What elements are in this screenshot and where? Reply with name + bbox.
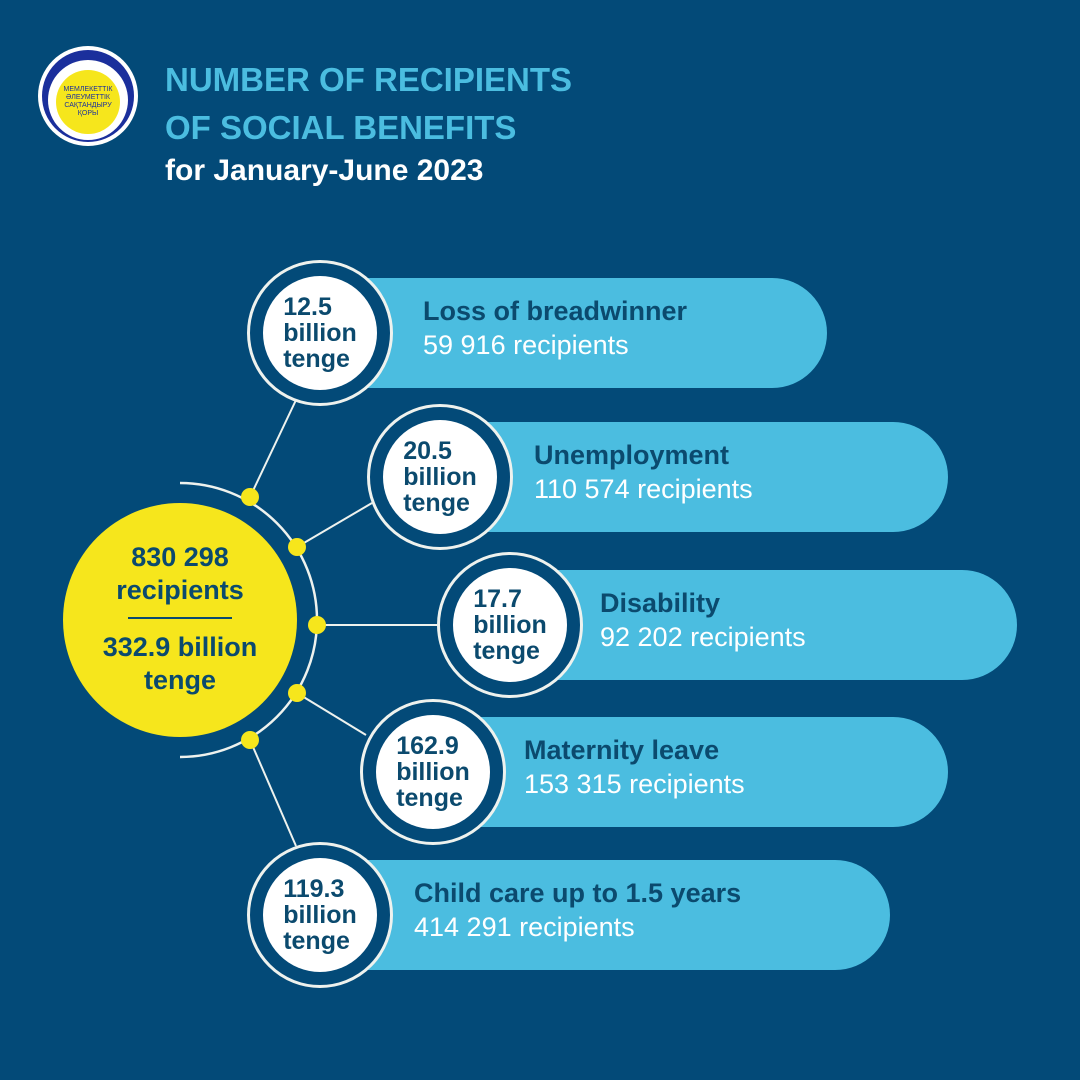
- amount-unit: billion: [403, 463, 477, 491]
- benefit-recipients: 414 291 recipients: [414, 912, 635, 942]
- amount-value: 17.7: [473, 585, 522, 613]
- amount-currency: tenge: [473, 637, 540, 665]
- amount-unit: billion: [283, 901, 357, 929]
- total-circle: 830 298 recipients 332.9 billion tenge: [63, 503, 297, 737]
- amount-unit: billion: [473, 611, 547, 639]
- connector-line: [249, 399, 297, 498]
- logo-text: МЕМЛЕКЕТТІК ӘЛЕУМЕТТІК САҚТАНДЫРУ ҚОРЫ: [56, 70, 120, 134]
- total-amount-unit: tenge: [143, 665, 216, 695]
- benefit-recipients: 59 916 recipients: [423, 330, 629, 360]
- divider: [128, 617, 232, 619]
- amount-currency: tenge: [396, 784, 463, 812]
- benefit-pill-maternity: Maternity leave 153 315 recipients: [440, 717, 948, 827]
- benefit-recipients: 110 574 recipients: [534, 474, 753, 504]
- total-amount: 332.9 billion: [102, 632, 258, 662]
- benefit-pill-childcare: Child care up to 1.5 years 414 291 recip…: [330, 860, 890, 970]
- benefit-pill-unemployment: Unemployment 110 574 recipients: [450, 422, 948, 532]
- connector-line: [249, 739, 297, 847]
- title-line-1: NUMBER OF RECIPIENTS: [165, 61, 573, 98]
- benefit-label: Maternity leave: [524, 735, 720, 765]
- connector-dot: [308, 616, 326, 634]
- amount-node: 17.7 billion tenge: [437, 552, 583, 698]
- amount-unit: billion: [396, 758, 470, 786]
- amount-value: 12.5: [283, 293, 332, 321]
- logo: МЕМЛЕКЕТТІК ӘЛЕУМЕТТІК САҚТАНДЫРУ ҚОРЫ: [38, 46, 138, 146]
- total-recipients: 830 298: [131, 542, 229, 572]
- amount-unit: billion: [283, 319, 357, 347]
- connector-dot: [241, 488, 259, 506]
- total-recipients-unit: recipients: [116, 575, 244, 605]
- amount-currency: tenge: [283, 345, 350, 373]
- connector-line: [296, 692, 367, 736]
- benefit-recipients: 92 202 recipients: [600, 622, 806, 652]
- connector-dot: [288, 538, 306, 556]
- benefit-pill-breadwinner: Loss of breadwinner 59 916 recipients: [330, 278, 827, 388]
- amount-currency: tenge: [283, 927, 350, 955]
- title-line-2: OF SOCIAL BENEFITS: [165, 109, 517, 146]
- amount-value: 119.3: [283, 875, 345, 903]
- connector-dot: [241, 731, 259, 749]
- benefit-label: Unemployment: [534, 440, 730, 470]
- connector-line: [296, 502, 373, 548]
- amount-node: 12.5 billion tenge: [247, 260, 393, 406]
- connector-dot: [288, 684, 306, 702]
- amount-value: 162.9: [396, 732, 459, 760]
- page-subtitle: for January-June 2023: [165, 154, 484, 187]
- benefit-label: Loss of breadwinner: [423, 296, 688, 326]
- page-title: NUMBER OF RECIPIENTS OF SOCIAL BENEFITS: [165, 56, 572, 152]
- benefit-label: Child care up to 1.5 years: [414, 878, 742, 908]
- benefit-pill-disability: Disability 92 202 recipients: [520, 570, 1017, 680]
- amount-node: 119.3 billion tenge: [247, 842, 393, 988]
- amount-currency: tenge: [403, 489, 470, 517]
- benefit-recipients: 153 315 recipients: [524, 769, 745, 799]
- benefit-label: Disability: [600, 588, 721, 618]
- amount-node: 162.9 billion tenge: [360, 699, 506, 845]
- amount-value: 20.5: [403, 437, 452, 465]
- amount-node: 20.5 billion tenge: [367, 404, 513, 550]
